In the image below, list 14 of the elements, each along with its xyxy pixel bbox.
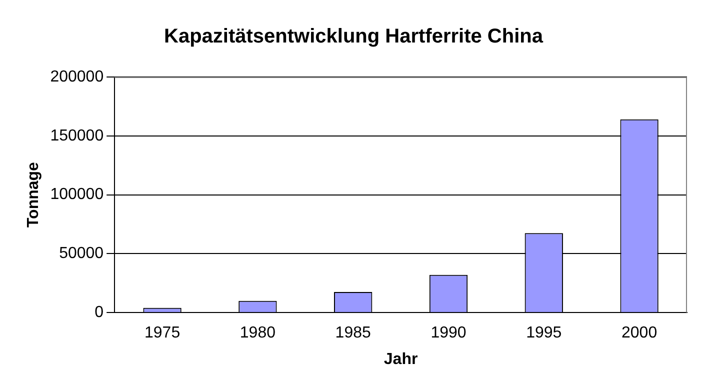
x-tick-label: 1995 xyxy=(526,324,562,342)
x-tick-label: 1980 xyxy=(240,324,276,342)
y-tick-label: 150000 xyxy=(50,127,104,144)
y-tick-label: 100000 xyxy=(50,186,104,204)
x-tick-label: 1990 xyxy=(430,324,466,342)
y-tick-label: 0 xyxy=(94,304,104,322)
x-tick-label: 2000 xyxy=(622,324,658,342)
y-tick-label: 200000 xyxy=(50,68,104,86)
x-tick-label: 1975 xyxy=(144,324,180,342)
chart-title: Kapazitätsentwicklung Hartferrite China xyxy=(164,26,544,48)
x-axis-title: Jahr xyxy=(384,350,418,368)
y-tick-label: 50000 xyxy=(59,245,104,262)
y-axis-title: Tonnage xyxy=(25,162,42,228)
x-tick-label: 1985 xyxy=(335,324,371,342)
